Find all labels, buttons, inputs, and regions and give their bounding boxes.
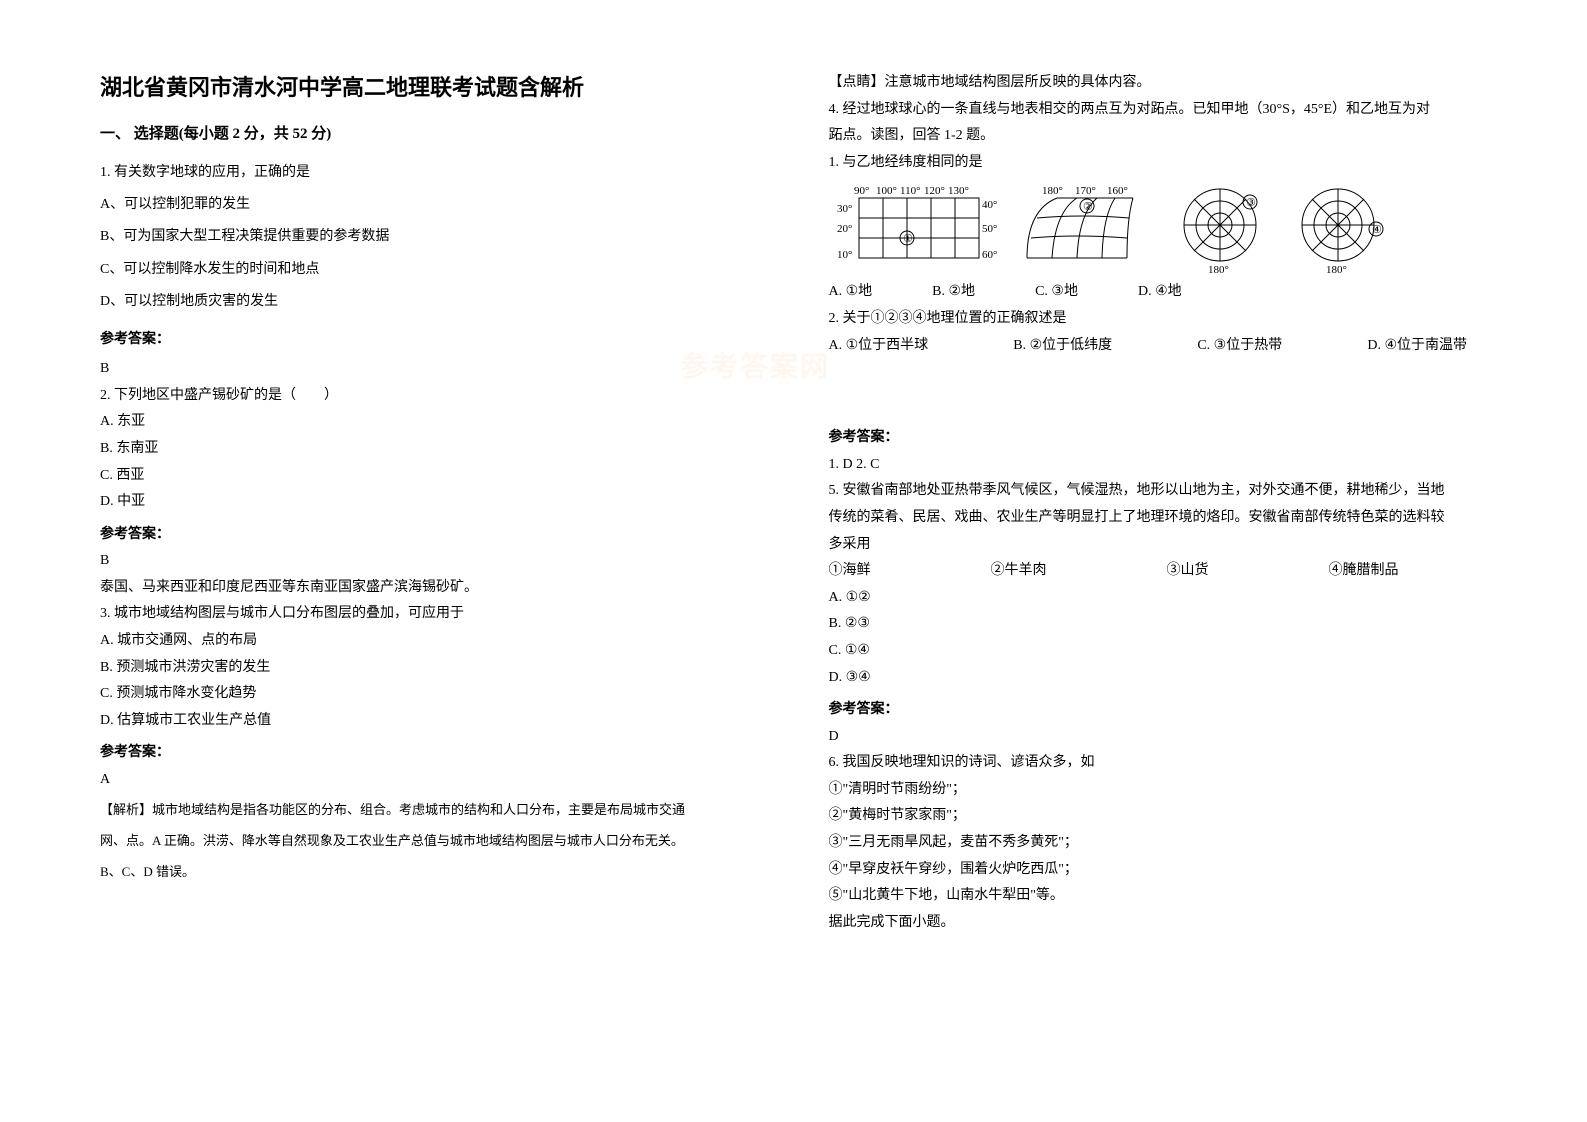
left-column: 湖北省黄冈市清水河中学高二地理联考试题含解析 一、 选择题(每小题 2 分，共 … (100, 70, 769, 936)
q1-answer-label: 参考答案： (100, 324, 769, 356)
q3-opt-b: B. 预测城市洪涝灾害的发生 (100, 655, 769, 682)
q6-tail: 据此完成下面小题。 (829, 910, 1498, 937)
q3-analysis-1: 【解析】城市地域结构是指各功能区的分布、组合。考虑城市的结构和人口分布，主要是布… (100, 794, 769, 825)
q3-answer: A (100, 767, 769, 794)
q6-l3: ③"三月无雨旱风起，麦苗不秀多黄死"； (829, 830, 1498, 857)
q4-sub2-c: C. ③位于热带 (1197, 333, 1282, 360)
polar-map-4: ④ 180° (1283, 180, 1393, 275)
q5-answer-label: 参考答案： (829, 697, 1498, 724)
q6-l1: ①"清明时节雨纷纷"； (829, 777, 1498, 804)
q2-stem: 2. 下列地区中盛产锡砂矿的是（ ） (100, 383, 769, 410)
q5-opt-d: D. ③④ (829, 665, 1498, 692)
svg-text:170°: 170° (1075, 185, 1096, 197)
right-column: 【点睛】注意城市地域结构图层所反映的具体内容。 4. 经过地球球心的一条直线与地… (829, 70, 1498, 936)
q5-stem-2: 传统的菜肴、民居、戏曲、农业生产等明显打上了地理环境的烙印。安徽省南部传统特色菜… (829, 505, 1498, 532)
svg-text:110°: 110° (900, 185, 921, 197)
svg-text:180°: 180° (1208, 264, 1229, 275)
q5-o1: ①海鲜 (829, 558, 871, 585)
svg-text:20°: 20° (837, 223, 852, 235)
svg-text:100°: 100° (876, 185, 897, 197)
q4-sub1-b: B. ②地 (932, 279, 975, 306)
svg-text:40°: 40° (982, 199, 997, 211)
q3-stem: 3. 城市地域结构图层与城市人口分布图层的叠加，可应用于 (100, 601, 769, 628)
q5-inline-opts: ①海鲜 ②牛羊肉 ③山货 ④腌腊制品 (829, 558, 1498, 585)
q4-sub2-a: A. ①位于西半球 (829, 333, 929, 360)
q4-stem-2: 跖点。读图，回答 1-2 题。 (829, 123, 1498, 150)
svg-text:30°: 30° (837, 203, 852, 215)
q6-l5: ⑤"山北黄牛下地，山南水牛犁田"等。 (829, 883, 1498, 910)
svg-text:120°: 120° (924, 185, 945, 197)
svg-text:180°: 180° (1326, 264, 1347, 275)
q4-sub1: 1. 与乙地经纬度相同的是 (829, 150, 1498, 177)
q2-answer: B (100, 548, 769, 575)
q4-sub2-opts: A. ①位于西半球 B. ②位于低纬度 C. ③位于热带 D. ④位于南温带 (829, 333, 1498, 360)
svg-text:③: ③ (1246, 197, 1256, 209)
q4-sub1-c: C. ③地 (1035, 279, 1078, 306)
q3-opt-c: C. 预测城市降水变化趋势 (100, 681, 769, 708)
page-container: 湖北省黄冈市清水河中学高二地理联考试题含解析 一、 选择题(每小题 2 分，共 … (0, 0, 1587, 966)
q5-stem-3: 多采用 (829, 532, 1498, 559)
q2-opt-c: C. 西亚 (100, 463, 769, 490)
q2-answer-label: 参考答案： (100, 522, 769, 549)
q5-stem-1: 5. 安徽省南部地处亚热带季风气候区，气候湿热，地形以山地为主，对外交通不便，耕… (829, 478, 1498, 505)
q3-answer-label: 参考答案： (100, 740, 769, 767)
q3-opt-a: A. 城市交通网、点的布局 (100, 628, 769, 655)
q1-stem: 1. 有关数字地球的应用，正确的是 (100, 157, 769, 189)
q6-l2: ②"黄梅时节家家雨"； (829, 803, 1498, 830)
q5-opt-b: B. ②③ (829, 611, 1498, 638)
q3-analysis-3: B、C、D 错误。 (100, 856, 769, 887)
document-title: 湖北省黄冈市清水河中学高二地理联考试题含解析 (100, 70, 769, 102)
q4-answer: 1. D 2. C (829, 452, 1498, 479)
svg-text:50°: 50° (982, 223, 997, 235)
q4-sub1-opts: A. ①地 B. ②地 C. ③地 D. ④地 (829, 279, 1498, 306)
q5-opt-c: C. ①④ (829, 638, 1498, 665)
q3-opt-d: D. 估算城市工农业生产总值 (100, 708, 769, 735)
grid-map-1: 90° 100° 110° 120° 130° 30° 20° 10° 40° … (829, 180, 999, 270)
q3-tip: 【点睛】注意城市地域结构图层所反映的具体内容。 (829, 70, 1498, 97)
q4-sub1-a: A. ①地 (829, 279, 873, 306)
q4-sub2-d: D. ④位于南温带 (1367, 333, 1467, 360)
q5-o2: ②牛羊肉 (991, 558, 1047, 585)
svg-text:①: ① (903, 233, 913, 245)
q2-opt-b: B. 东南亚 (100, 436, 769, 463)
q3-analysis-2: 网、点。A 正确。洪涝、降水等自然现象及工农业生产总值与城市地域结构图层与城市人… (100, 825, 769, 856)
q5-o4: ④腌腊制品 (1329, 558, 1399, 585)
q1-opt-b: B、可为国家大型工程决策提供重要的参考数据 (100, 221, 769, 253)
q4-sub1-d: D. ④地 (1138, 279, 1182, 306)
q6-l4: ④"早穿皮袄午穿纱，围着火炉吃西瓜"； (829, 857, 1498, 884)
svg-text:10°: 10° (837, 249, 852, 261)
q1-opt-a: A、可以控制犯罪的发生 (100, 189, 769, 221)
q5-answer: D (829, 724, 1498, 751)
q4-sub2-b: B. ②位于低纬度 (1013, 333, 1112, 360)
svg-text:130°: 130° (948, 185, 969, 197)
q4-sub2: 2. 关于①②③④地理位置的正确叙述是 (829, 306, 1498, 333)
svg-text:②: ② (1083, 201, 1093, 213)
svg-text:④: ④ (1372, 224, 1382, 236)
section-header: 一、 选择题(每小题 2 分，共 52 分) (100, 122, 769, 143)
grid-map-2: 180° 170° 160° ② (1007, 180, 1157, 270)
q5-o3: ③山货 (1167, 558, 1209, 585)
q1-opt-d: D、可以控制地质灾害的发生 (100, 286, 769, 318)
q4-stem-1: 4. 经过地球球心的一条直线与地表相交的两点互为对跖点。已知甲地（30°S，45… (829, 97, 1498, 124)
q1-opt-c: C、可以控制降水发生的时间和地点 (100, 254, 769, 286)
q6-stem: 6. 我国反映地理知识的诗词、谚语众多，如 (829, 750, 1498, 777)
q5-opt-a: A. ①② (829, 585, 1498, 612)
svg-text:60°: 60° (982, 249, 997, 261)
q2-opt-d: D. 中亚 (100, 489, 769, 516)
q4-diagrams: 90° 100° 110° 120° 130° 30° 20° 10° 40° … (829, 180, 1498, 275)
q1-answer: B (100, 356, 769, 383)
q2-opt-a: A. 东亚 (100, 409, 769, 436)
svg-text:180°: 180° (1042, 185, 1063, 197)
polar-map-3: ③ 180° (1165, 180, 1275, 275)
svg-text:160°: 160° (1107, 185, 1128, 197)
q4-answer-label: 参考答案： (829, 425, 1498, 452)
q2-note: 泰国、马来西亚和印度尼西亚等东南亚国家盛产滨海锡砂矿。 (100, 575, 769, 602)
svg-text:90°: 90° (854, 185, 869, 197)
